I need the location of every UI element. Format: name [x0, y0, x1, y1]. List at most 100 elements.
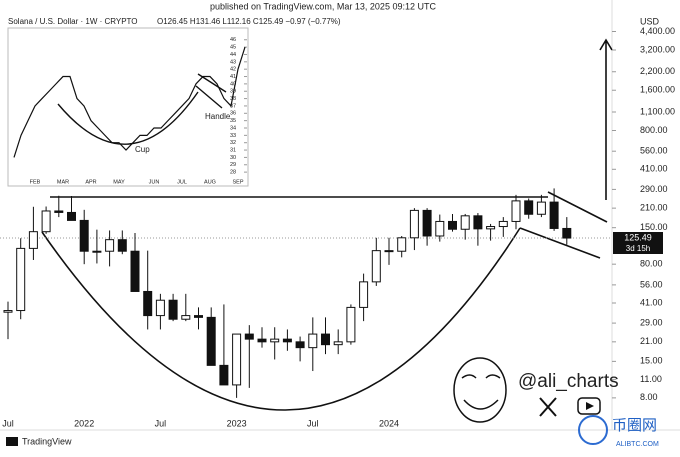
candle-body — [460, 215, 470, 230]
x-tick-label: Jul — [2, 418, 14, 428]
candle-body — [181, 315, 191, 320]
symbol: Solana / U.S. Dollar · 1W · CRYPTO — [8, 17, 138, 26]
y-tick-label: 1,100.00 — [640, 106, 675, 116]
watermark-url: ALIBTC.COM — [616, 441, 659, 448]
candle-body — [384, 250, 394, 253]
platform-logo — [6, 437, 18, 446]
cup-curve — [41, 227, 521, 411]
y-tick-label: 11.00 — [640, 374, 662, 384]
candle-body — [524, 200, 534, 215]
author: @ali_charts — [518, 371, 619, 392]
candle-body — [498, 220, 508, 228]
inset-y-tick-label: 29 — [230, 162, 236, 168]
candle-body — [270, 338, 280, 343]
price-tag — [613, 232, 663, 254]
candle-body — [54, 210, 64, 213]
inset-y-tick-label: 39 — [230, 89, 236, 95]
y-tick-label: 4,400.00 — [640, 26, 675, 36]
candle-body — [79, 219, 89, 252]
inset-y-tick-label: 42 — [230, 67, 236, 73]
inset-frame — [7, 27, 249, 187]
candle-body — [511, 200, 521, 222]
x-tick-label: 2024 — [379, 418, 399, 428]
inset-y-tick-label: 44 — [230, 52, 236, 58]
inset-x-tick-label: JUL — [177, 179, 187, 185]
candle-body — [105, 239, 115, 252]
candle-body — [321, 333, 330, 346]
candle-body — [232, 333, 242, 386]
platform: TradingView — [22, 436, 72, 446]
candle-body — [282, 338, 292, 343]
published-note: published on TradingView.com, Mar 13, 20… — [210, 1, 436, 11]
youtube-icon — [577, 397, 601, 415]
inset-y-tick-label: 45 — [230, 45, 236, 51]
candle-body — [206, 316, 216, 366]
inset-y-tick-label: 43 — [230, 59, 236, 65]
countdown: 3d 15h — [626, 244, 650, 253]
candle-body — [92, 250, 102, 253]
candle-body — [473, 215, 483, 230]
x-tick-label: Jul — [307, 418, 319, 428]
face — [453, 357, 507, 423]
x-tick-label: 2023 — [227, 418, 247, 428]
y-tick-label: 410.00 — [640, 164, 668, 174]
candle-body — [41, 210, 51, 233]
inset-y-tick-label: 35 — [230, 118, 236, 124]
inset-y-tick-label: 36 — [230, 111, 236, 117]
candle-body — [435, 220, 445, 237]
candle-body — [562, 227, 572, 239]
youtube-play — [586, 402, 594, 410]
inset-x-tick-label: MAY — [113, 179, 125, 185]
inset-handle — [195, 73, 227, 109]
candle-body — [308, 333, 318, 349]
ohlc: O126.45 H131.46 L112.16 C125.49 −0.97 (−… — [157, 17, 341, 26]
y-tick-label: 80.00 — [640, 259, 663, 269]
candle-body — [3, 310, 13, 313]
y-tick-label: 29.00 — [640, 317, 663, 327]
candle-body — [244, 333, 254, 340]
annotation: Cup — [135, 145, 150, 154]
main-plot: 4,400.00 3,200.00 2,200.00 1,600.00 1,100.00… — [2, 26, 675, 428]
inset-y-tick-label: 38 — [230, 96, 236, 102]
inset-y-tick-label: 37 — [230, 103, 236, 109]
inset-y-tick-label: 28 — [230, 170, 236, 176]
y-tick-label: 41.00 — [640, 297, 663, 307]
candle-body — [448, 220, 457, 230]
inset-drawings — [57, 73, 227, 145]
candle-body — [67, 211, 76, 221]
y-tick-label: 1,600.00 — [640, 85, 675, 95]
candle-body — [155, 299, 165, 317]
channel-upper — [547, 191, 608, 223]
watermark-logo — [578, 415, 608, 445]
y-tick-label: 15.00 — [640, 356, 663, 366]
y-tick-label: 800.00 — [640, 125, 668, 135]
inset-x-tick-label: SEP — [232, 179, 243, 185]
x-icon — [539, 397, 557, 417]
channel-lower — [519, 227, 601, 259]
inset-y-tick-label: 40 — [230, 81, 236, 87]
y-tick-label: 150.00 — [640, 222, 668, 232]
inset-y-tick-label: 34 — [230, 125, 236, 131]
y-tick-label: 21.00 — [640, 336, 663, 346]
x-tick-label: Jul — [155, 418, 167, 428]
candle-body — [219, 364, 229, 386]
candle-body — [371, 250, 381, 283]
candle-body — [409, 209, 419, 239]
candle-body — [194, 315, 203, 318]
y-tick-label: 56.00 — [640, 279, 663, 289]
inset-x-tick-label: JUN — [149, 179, 160, 185]
inset-y-tick-label: 41 — [230, 74, 236, 80]
inset-x-tick-label: FEB — [30, 179, 41, 185]
candle-body — [16, 247, 26, 312]
candle-body — [130, 250, 140, 292]
candle-body — [422, 209, 432, 237]
y-tick-label: 560.00 — [640, 146, 668, 156]
y-tick-label: 290.00 — [640, 184, 668, 194]
watermark: 币圈网 — [612, 417, 657, 434]
drawings — [41, 38, 613, 411]
candle-body — [168, 299, 178, 320]
y-tick-label: 8.00 — [640, 392, 658, 402]
target-arrow — [599, 38, 613, 200]
